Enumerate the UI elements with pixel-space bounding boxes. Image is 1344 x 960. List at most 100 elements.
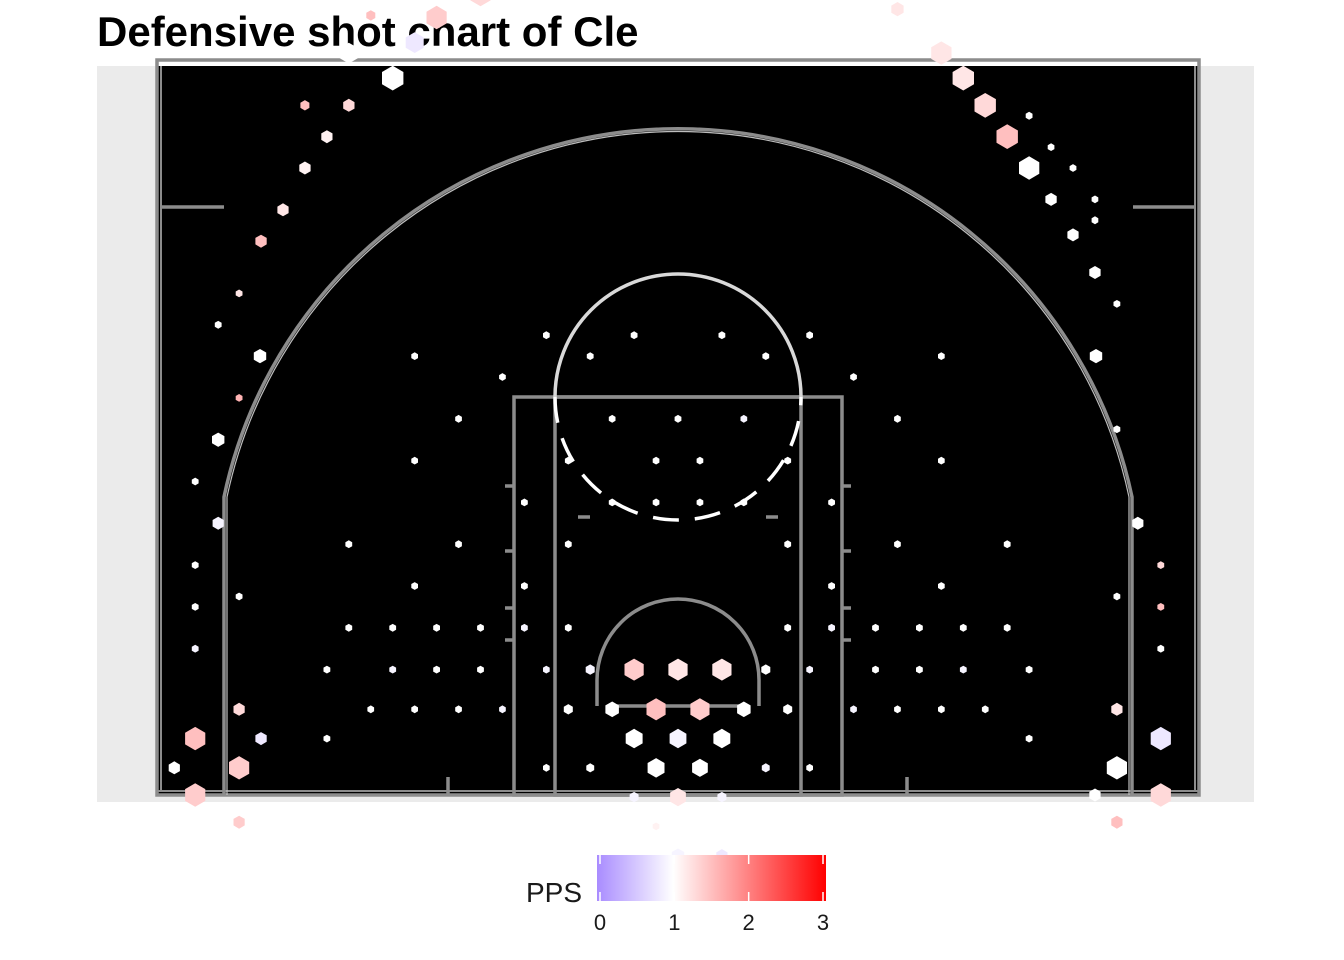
hex-bin-3	[646, 698, 666, 721]
three-point-line-inner	[226, 130, 1130, 795]
hex-bin-199	[1113, 300, 1121, 308]
hex-bin-49	[323, 665, 331, 674]
hex-bin-72	[1003, 540, 1011, 549]
hex-bin-29	[563, 704, 573, 715]
hex-bin-66	[784, 623, 792, 632]
hex-bin-75	[564, 540, 572, 549]
hex-bin-107	[233, 702, 245, 716]
hex-bin-111	[1150, 726, 1171, 751]
hex-bin-36	[806, 763, 813, 772]
hex-bin-63	[521, 623, 528, 632]
hex-bin-53	[323, 734, 331, 743]
hex-bin-71	[345, 540, 353, 549]
restricted-area	[595, 597, 761, 706]
hex-bin-100	[630, 331, 638, 340]
legend-colorbar	[597, 855, 826, 901]
hex-bin-90	[411, 456, 418, 465]
hex-bin-125	[253, 349, 267, 364]
hex-bin-65	[564, 623, 572, 632]
court-background	[156, 66, 1200, 796]
free-throw-circle-bottom	[553, 396, 803, 522]
hex-bin-27	[585, 664, 595, 675]
hex-bin-59	[433, 623, 440, 632]
hex-bin-96	[411, 352, 418, 360]
hex-bin-54	[1025, 734, 1033, 743]
hex-bin-78	[828, 498, 835, 507]
hex-bin-15	[652, 822, 660, 831]
hex-bin-6	[737, 701, 751, 718]
hex-bin-52	[981, 705, 989, 714]
hex-bin-113	[1106, 756, 1127, 780]
hex-bin-73	[455, 540, 462, 549]
hex-bin-26	[717, 908, 727, 920]
hex-bin-5	[605, 701, 619, 718]
hex-bin-141	[382, 65, 404, 91]
hex-bin-74	[894, 540, 901, 549]
hex-bin-135	[255, 234, 267, 248]
hex-bin-87	[608, 414, 616, 423]
hex-bin-37	[499, 705, 506, 714]
hex-bin-203	[1025, 111, 1033, 120]
hex-bin-89	[674, 414, 682, 423]
hex-bin-137	[299, 161, 311, 175]
hex-bin-1	[624, 658, 644, 681]
hex-bin-43	[477, 665, 484, 674]
hex-bin-200	[981, 49, 989, 57]
hex-bin-33	[586, 763, 595, 773]
hex-bin-207	[1091, 216, 1099, 225]
legend-ticks: 0 1 2 3	[594, 855, 829, 935]
court-lines	[155, 58, 1201, 797]
hex-bin-112	[1150, 783, 1171, 807]
hex-bin-118	[191, 603, 199, 611]
hex-bin-140	[300, 100, 310, 111]
hex-bin-201	[958, 27, 968, 38]
hex-layer	[168, 0, 1171, 921]
hex-bin-95	[850, 373, 857, 381]
hex-bin-67	[521, 582, 528, 590]
hex-bin-109	[168, 761, 180, 775]
hex-bin-108	[233, 815, 245, 829]
hex-bin-4	[690, 698, 710, 721]
hex-bin-16	[696, 822, 704, 831]
hex-bin-51	[367, 705, 375, 714]
hex-bin-94	[499, 373, 506, 381]
hex-bin-190	[909, 20, 930, 44]
hex-bin-58	[959, 623, 967, 632]
hex-bin-139	[343, 98, 355, 112]
hex-bin-133	[214, 320, 222, 329]
hex-bin-64	[828, 623, 835, 632]
hex-bin-79	[608, 498, 616, 507]
hex-bin-93	[894, 414, 901, 423]
hex-bin-99	[762, 352, 770, 360]
hex-bin-129	[1157, 561, 1165, 569]
hex-bin-82	[696, 498, 704, 507]
legend: PPS 0 1 2 3	[526, 855, 829, 935]
hex-bin-205	[1069, 164, 1077, 172]
hex-bin-88	[740, 414, 748, 423]
hex-bin-138	[321, 130, 333, 144]
hex-bin-62	[872, 623, 879, 632]
hex-bin-192	[952, 65, 974, 91]
hex-bin-68	[828, 582, 835, 590]
hex-bin-127	[1157, 603, 1165, 611]
hex-bin-123	[212, 432, 225, 447]
hex-bin-57	[389, 623, 397, 632]
hex-bin-84	[784, 456, 792, 465]
hex-bin-30	[783, 704, 793, 715]
hex-bin-45	[433, 665, 440, 674]
hex-bin-189	[891, 2, 904, 17]
free-throw-circle-top	[553, 272, 803, 398]
hex-bin-102	[543, 331, 550, 340]
hex-bin-104	[185, 726, 206, 751]
legend-tick-label-2: 2	[743, 910, 755, 935]
hex-bin-86	[696, 456, 704, 465]
hex-bin-132	[1089, 349, 1103, 364]
hex-bin-136	[277, 203, 289, 217]
hex-bin-191	[931, 41, 952, 65]
hex-bin-32	[806, 665, 813, 674]
hex-bin-60	[916, 623, 923, 632]
hex-bin-98	[586, 352, 594, 360]
hex-bin-77	[521, 498, 528, 507]
hex-bin-196	[1045, 192, 1057, 206]
